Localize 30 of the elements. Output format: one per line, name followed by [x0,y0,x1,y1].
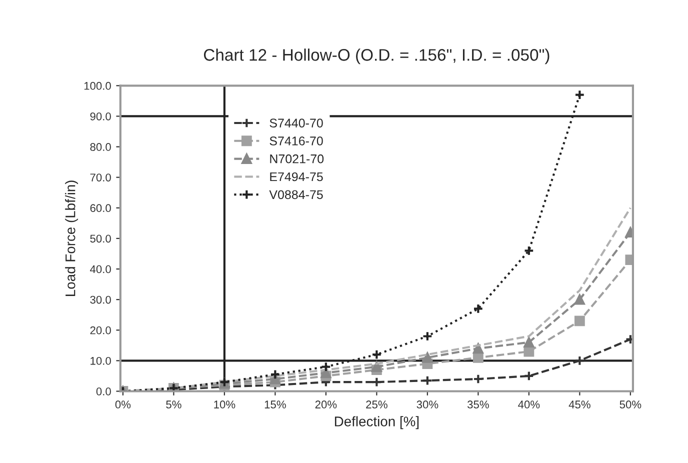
y-tick-label: 40.0 [90,265,111,274]
x-tick-label: 40% [518,400,540,408]
x-tick-label: 30% [416,400,438,408]
x-axis-title: Deflection [%] [334,416,419,430]
y-tick-label: 30.0 [90,296,111,304]
y-tick-label: 70.0 [90,174,111,182]
legend-label: N7021-70 [270,154,324,164]
y-axis-title: Load Force (Lbf/in) [65,180,78,296]
legend-label: E7494-75 [270,172,323,182]
x-tick-label: 15% [264,400,286,408]
y-tick-label: 10.0 [90,356,111,365]
x-tick-label: 25% [366,400,388,408]
y-tick-label: 100.0 [84,82,111,90]
x-tick-label: 20% [315,400,337,408]
legend-label: V0884-75 [269,190,323,200]
y-tick-label: 90.0 [90,112,111,120]
y-tick-label: 0.0 [96,388,111,396]
x-tick-label: 50% [620,400,642,408]
legend-label: S7416-70 [270,136,323,146]
x-tick-label: 0% [115,400,131,408]
x-tick-label: 45% [568,400,590,408]
x-tick-label: 10% [214,400,236,408]
x-tick-label: 5% [166,400,182,408]
y-tick-label: 20.0 [90,326,111,334]
y-tick-label: 80.0 [90,143,111,151]
legend-label: S7440-70 [270,118,323,128]
y-tick-label: 50.0 [90,234,111,243]
x-tick-label: 35% [467,400,489,408]
chart-title: Chart 12 - Hollow-O (O.D. = .156", I.D. = .050") [204,48,550,64]
y-tick-label: 60.0 [90,204,111,212]
